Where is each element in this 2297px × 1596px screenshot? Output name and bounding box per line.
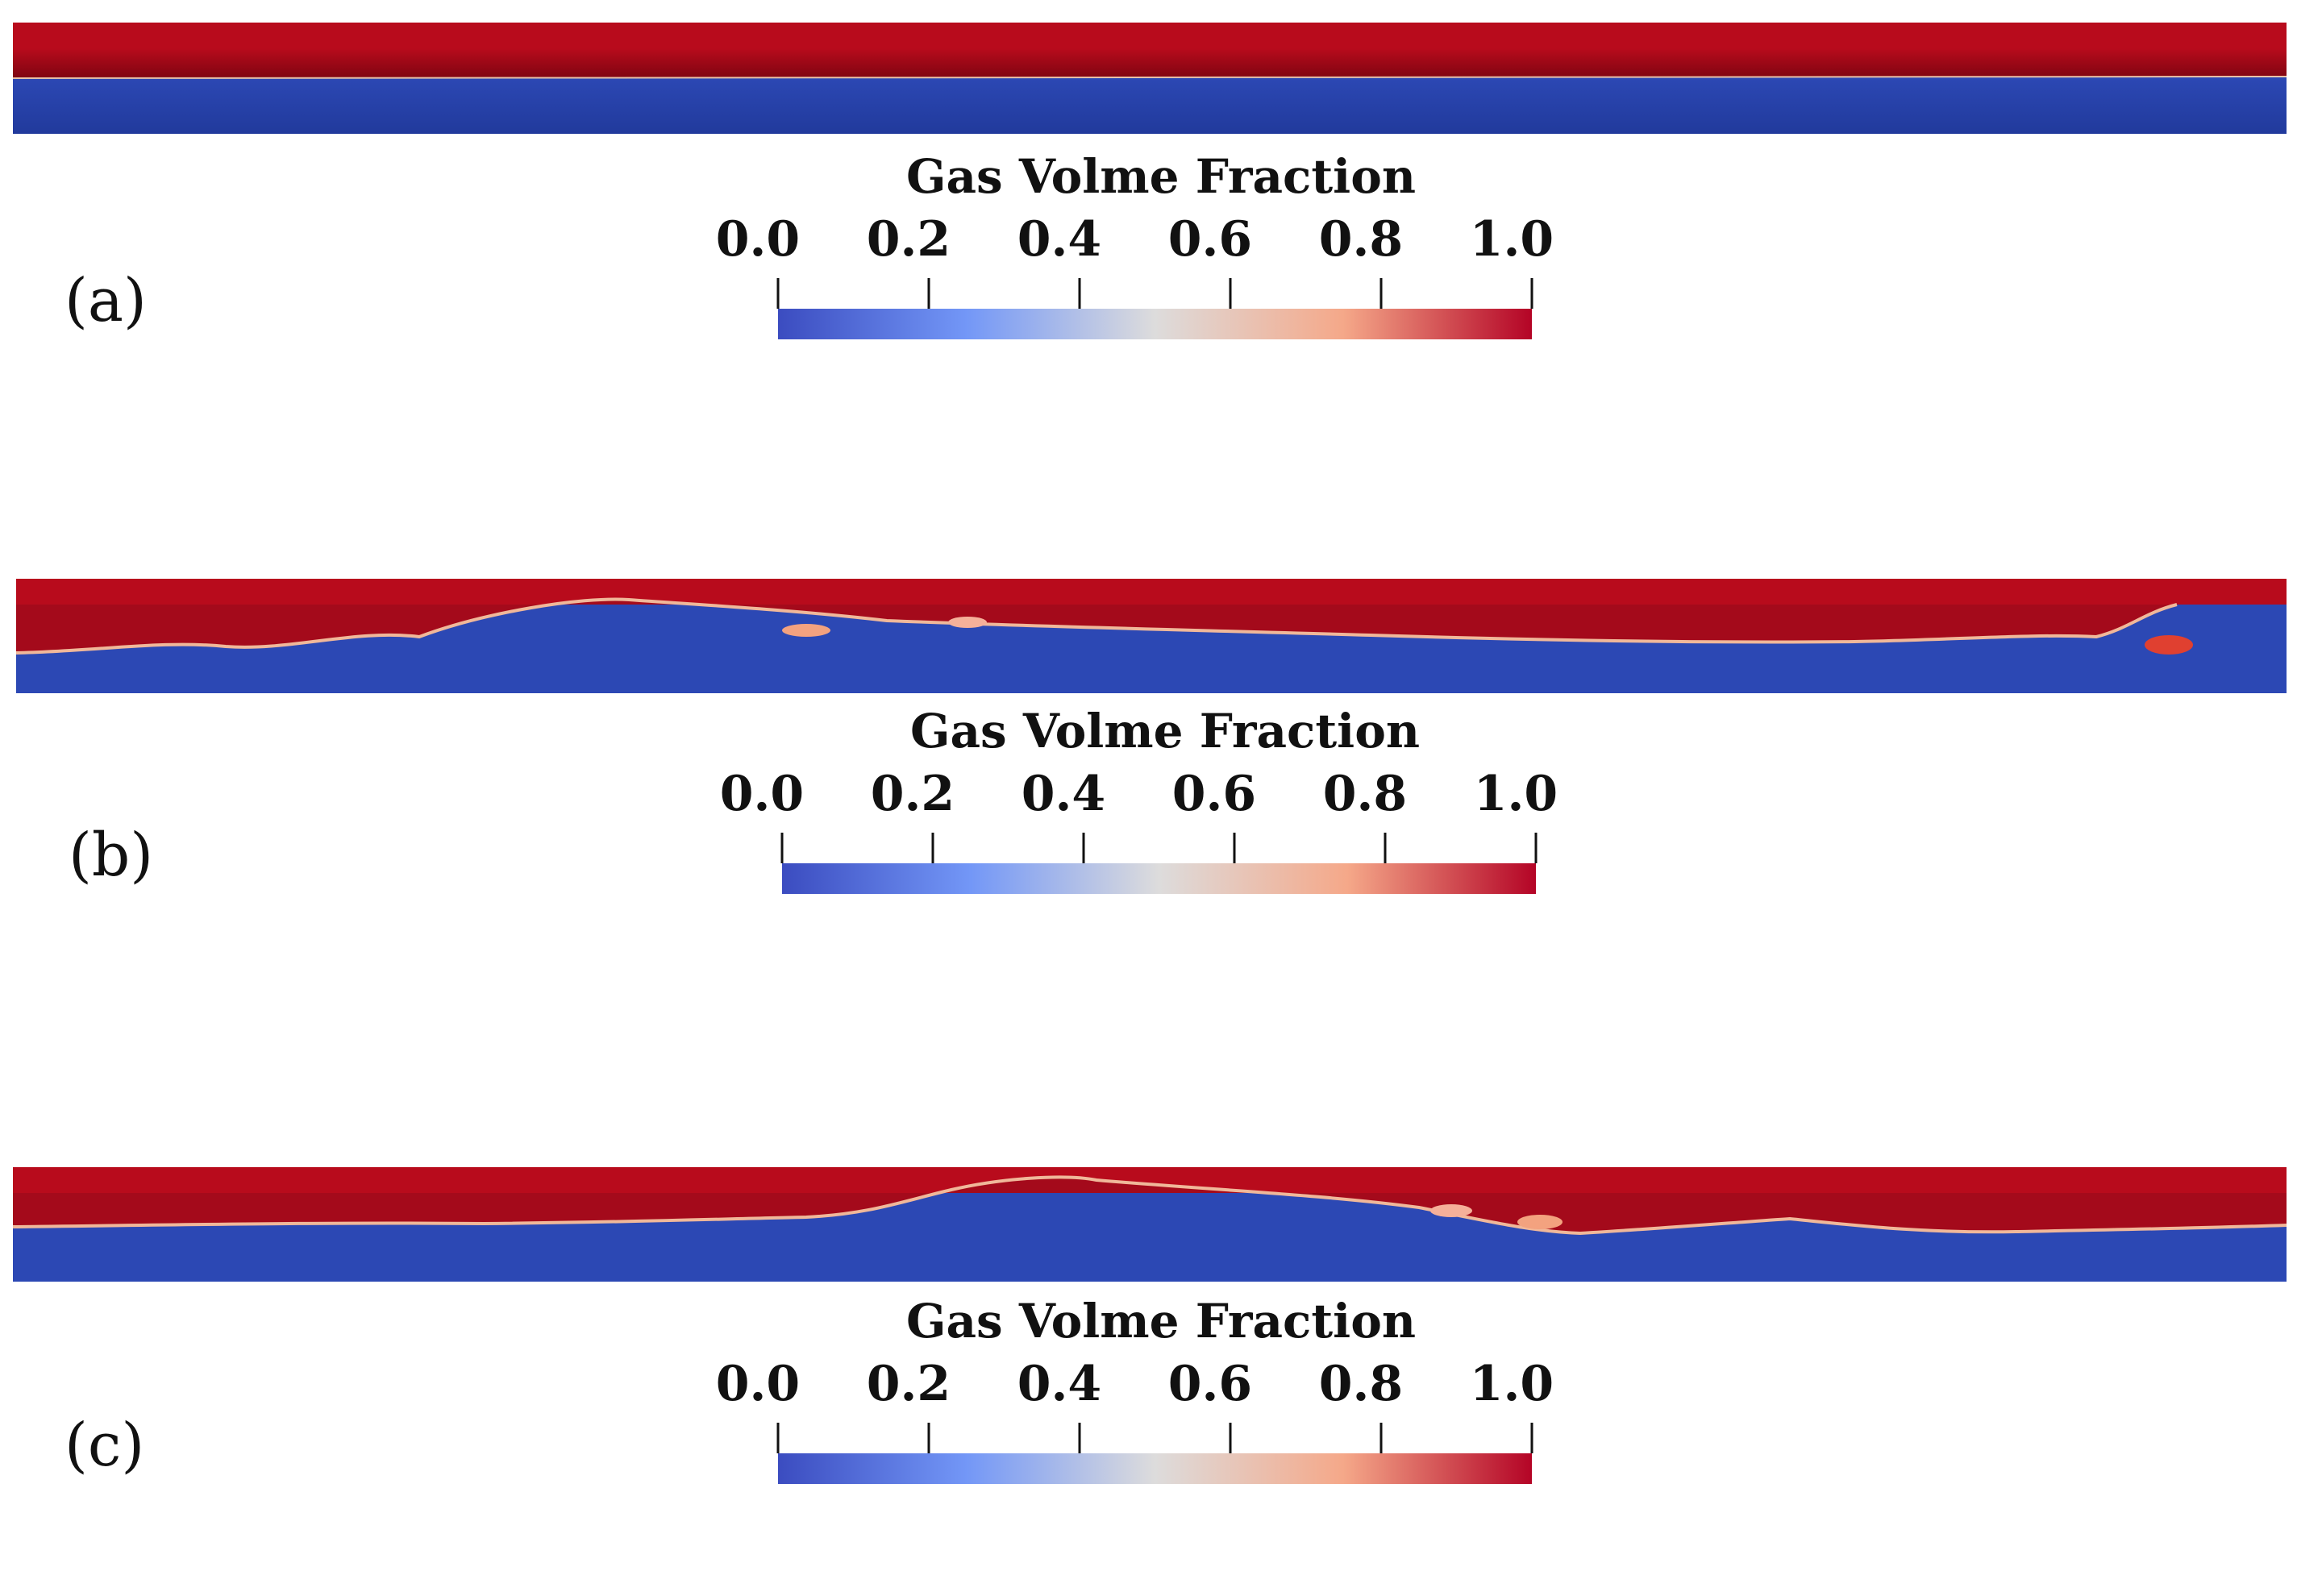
tick-label: 0.6 <box>1167 211 1253 268</box>
tick-label: 0.2 <box>866 211 951 268</box>
tick-label: 0.4 <box>1017 211 1102 268</box>
tick-label: 0.6 <box>1171 766 1257 822</box>
pipe-contour-b <box>15 579 2287 693</box>
tick-label: 0.8 <box>1318 211 1404 268</box>
tick-label: 0.2 <box>866 1356 951 1412</box>
tick-label: 0.0 <box>715 211 801 268</box>
panel-b: Gas Volme Fraction 0.0 0.2 0.4 0.6 0.8 1… <box>0 556 2297 1008</box>
colorbar <box>776 278 1533 339</box>
panel-label-c: (c) <box>64 1411 145 1480</box>
tick-label: 1.0 <box>1469 1356 1554 1412</box>
colorbar-title: Gas Volme Fraction <box>905 149 1417 204</box>
colorbar-title: Gas Volme Fraction <box>909 704 1421 759</box>
panel-c: Gas Volme Fraction 0.0 0.2 0.4 0.6 0.8 1… <box>0 1145 2297 1596</box>
colorbar <box>780 833 1538 894</box>
panel-a: Gas Volme Fraction 0.0 0.2 0.4 0.6 0.8 1… <box>0 0 2297 451</box>
colorbar <box>776 1423 1533 1484</box>
tick-label: 0.0 <box>719 766 805 822</box>
tick-label: 0.8 <box>1322 766 1408 822</box>
tick-label: 0.4 <box>1021 766 1106 822</box>
colorbar-title: Gas Volme Fraction <box>905 1294 1417 1349</box>
tick-label: 0.4 <box>1017 1356 1102 1412</box>
tick-label: 1.0 <box>1469 211 1554 268</box>
tick-label: 0.2 <box>870 766 955 822</box>
panel-label-b: (b) <box>69 821 154 890</box>
tick-label: 0.0 <box>715 1356 801 1412</box>
tick-label: 0.8 <box>1318 1356 1404 1412</box>
tick-label: 0.6 <box>1167 1356 1253 1412</box>
pipe-contour-a <box>12 23 2287 134</box>
pipe-contour-c <box>12 1167 2287 1282</box>
panel-label-a: (a) <box>64 266 147 335</box>
tick-label: 1.0 <box>1473 766 1558 822</box>
